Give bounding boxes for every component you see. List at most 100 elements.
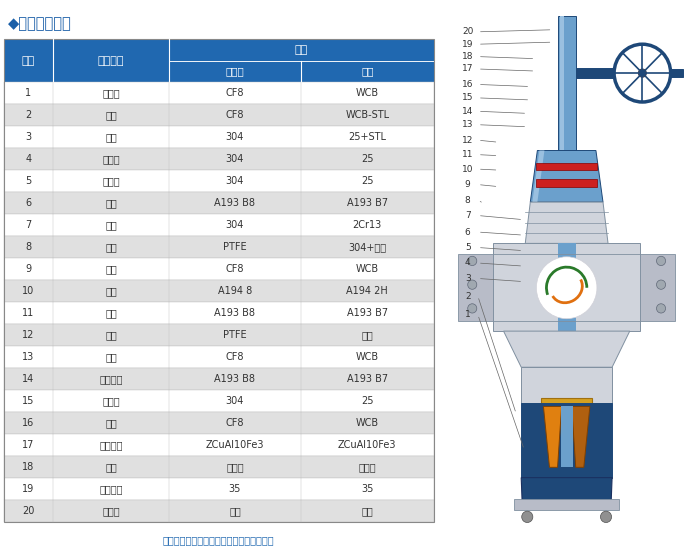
Text: 阀杆螺母: 阀杆螺母 (99, 440, 123, 450)
Circle shape (536, 257, 597, 319)
Text: WCB: WCB (356, 352, 379, 362)
Bar (4, 39, 434, 522)
Text: 304+石墨: 304+石墨 (348, 242, 386, 252)
Polygon shape (503, 331, 630, 367)
Text: 13: 13 (22, 352, 34, 362)
Bar (514, 499, 619, 510)
Text: 35: 35 (361, 484, 374, 494)
Polygon shape (522, 477, 612, 504)
Text: CF8: CF8 (225, 110, 244, 120)
Text: WCB: WCB (356, 264, 379, 274)
Bar (4, 456, 434, 478)
Text: 对开环: 对开环 (102, 154, 120, 164)
Text: 1: 1 (25, 88, 32, 98)
Circle shape (522, 511, 533, 523)
Text: 组件: 组件 (229, 506, 241, 516)
Text: 4: 4 (465, 258, 470, 268)
Polygon shape (531, 150, 603, 202)
Text: 5: 5 (465, 243, 470, 252)
Text: 3: 3 (465, 274, 470, 283)
Text: 螺栓: 螺栓 (105, 308, 117, 318)
Text: 7: 7 (25, 220, 32, 230)
Text: 304: 304 (225, 154, 244, 164)
Bar (559, 16, 564, 150)
Bar (536, 163, 597, 170)
Text: 螺母: 螺母 (105, 286, 117, 296)
Circle shape (468, 304, 477, 313)
Text: 齿轮筱: 齿轮筱 (102, 506, 120, 516)
Text: 10: 10 (462, 164, 473, 174)
Text: 阀瓣盖: 阀瓣盖 (102, 176, 120, 186)
Text: 14: 14 (462, 107, 473, 116)
Bar (536, 179, 597, 187)
Text: 19: 19 (22, 484, 34, 494)
Text: CF8: CF8 (225, 352, 244, 362)
Bar (4, 148, 434, 170)
Text: 11: 11 (462, 150, 473, 159)
Text: 304: 304 (225, 396, 244, 406)
Text: 15: 15 (22, 396, 34, 406)
Text: 14: 14 (22, 374, 34, 384)
Text: 25+STL: 25+STL (349, 132, 386, 142)
Bar (4, 170, 434, 192)
Bar (300, 60, 434, 82)
Text: 阀杆: 阀杆 (105, 220, 117, 230)
Text: 轴承压盖: 轴承压盖 (99, 484, 123, 494)
Text: 6: 6 (465, 228, 470, 236)
Text: 20: 20 (462, 27, 473, 36)
Text: 9: 9 (465, 180, 470, 189)
Text: 19: 19 (462, 40, 473, 49)
Circle shape (638, 69, 646, 77)
Text: 8: 8 (25, 242, 32, 252)
Text: 防转板: 防转板 (102, 396, 120, 406)
Text: PTFE: PTFE (223, 330, 246, 340)
Bar (53, 39, 169, 82)
Text: 304: 304 (225, 132, 244, 142)
Circle shape (601, 511, 612, 523)
Bar (4, 390, 434, 412)
Bar (494, 243, 640, 331)
Text: A193 B7: A193 B7 (346, 308, 388, 318)
Text: 1: 1 (465, 310, 470, 319)
Text: 8: 8 (465, 196, 470, 205)
Text: 35: 35 (229, 484, 241, 494)
Polygon shape (522, 404, 612, 477)
Text: 联钉: 联钉 (105, 198, 117, 208)
Bar (4, 346, 434, 368)
Polygon shape (458, 254, 493, 321)
Bar (558, 16, 575, 150)
Bar (561, 406, 573, 467)
Text: 5: 5 (25, 176, 32, 186)
Circle shape (657, 256, 666, 266)
Bar (4, 324, 434, 346)
Bar (4, 434, 434, 456)
Bar (4, 104, 434, 126)
Text: 轴承: 轴承 (105, 462, 117, 472)
Text: A193 B7: A193 B7 (346, 374, 388, 384)
Polygon shape (572, 406, 590, 467)
Text: 18: 18 (22, 462, 34, 472)
Text: 4: 4 (25, 154, 32, 164)
Text: 25: 25 (361, 176, 374, 186)
Text: 20: 20 (22, 506, 34, 516)
Text: 石墨: 石墨 (361, 330, 373, 340)
Bar (575, 68, 614, 78)
Text: 3: 3 (25, 132, 32, 142)
Text: 7: 7 (465, 211, 470, 220)
Text: 12: 12 (22, 330, 34, 340)
Bar (558, 243, 575, 331)
Text: 2: 2 (25, 110, 32, 120)
Text: CF8: CF8 (225, 88, 244, 98)
Text: PTFE: PTFE (223, 242, 246, 252)
Text: 阀盖: 阀盖 (105, 264, 117, 274)
Text: 压盖: 压盖 (105, 352, 117, 362)
Text: ZCuAl10Fe3: ZCuAl10Fe3 (338, 440, 396, 450)
Circle shape (657, 304, 666, 313)
Text: 更多材质选择及零部件搭配，请和询我公司: 更多材质选择及零部件搭配，请和询我公司 (163, 535, 274, 545)
Bar (4, 192, 434, 214)
Text: 序号: 序号 (22, 55, 35, 65)
Text: 25: 25 (361, 154, 374, 164)
Text: 10: 10 (22, 286, 34, 296)
Text: 18: 18 (462, 52, 473, 61)
Bar (522, 367, 612, 404)
